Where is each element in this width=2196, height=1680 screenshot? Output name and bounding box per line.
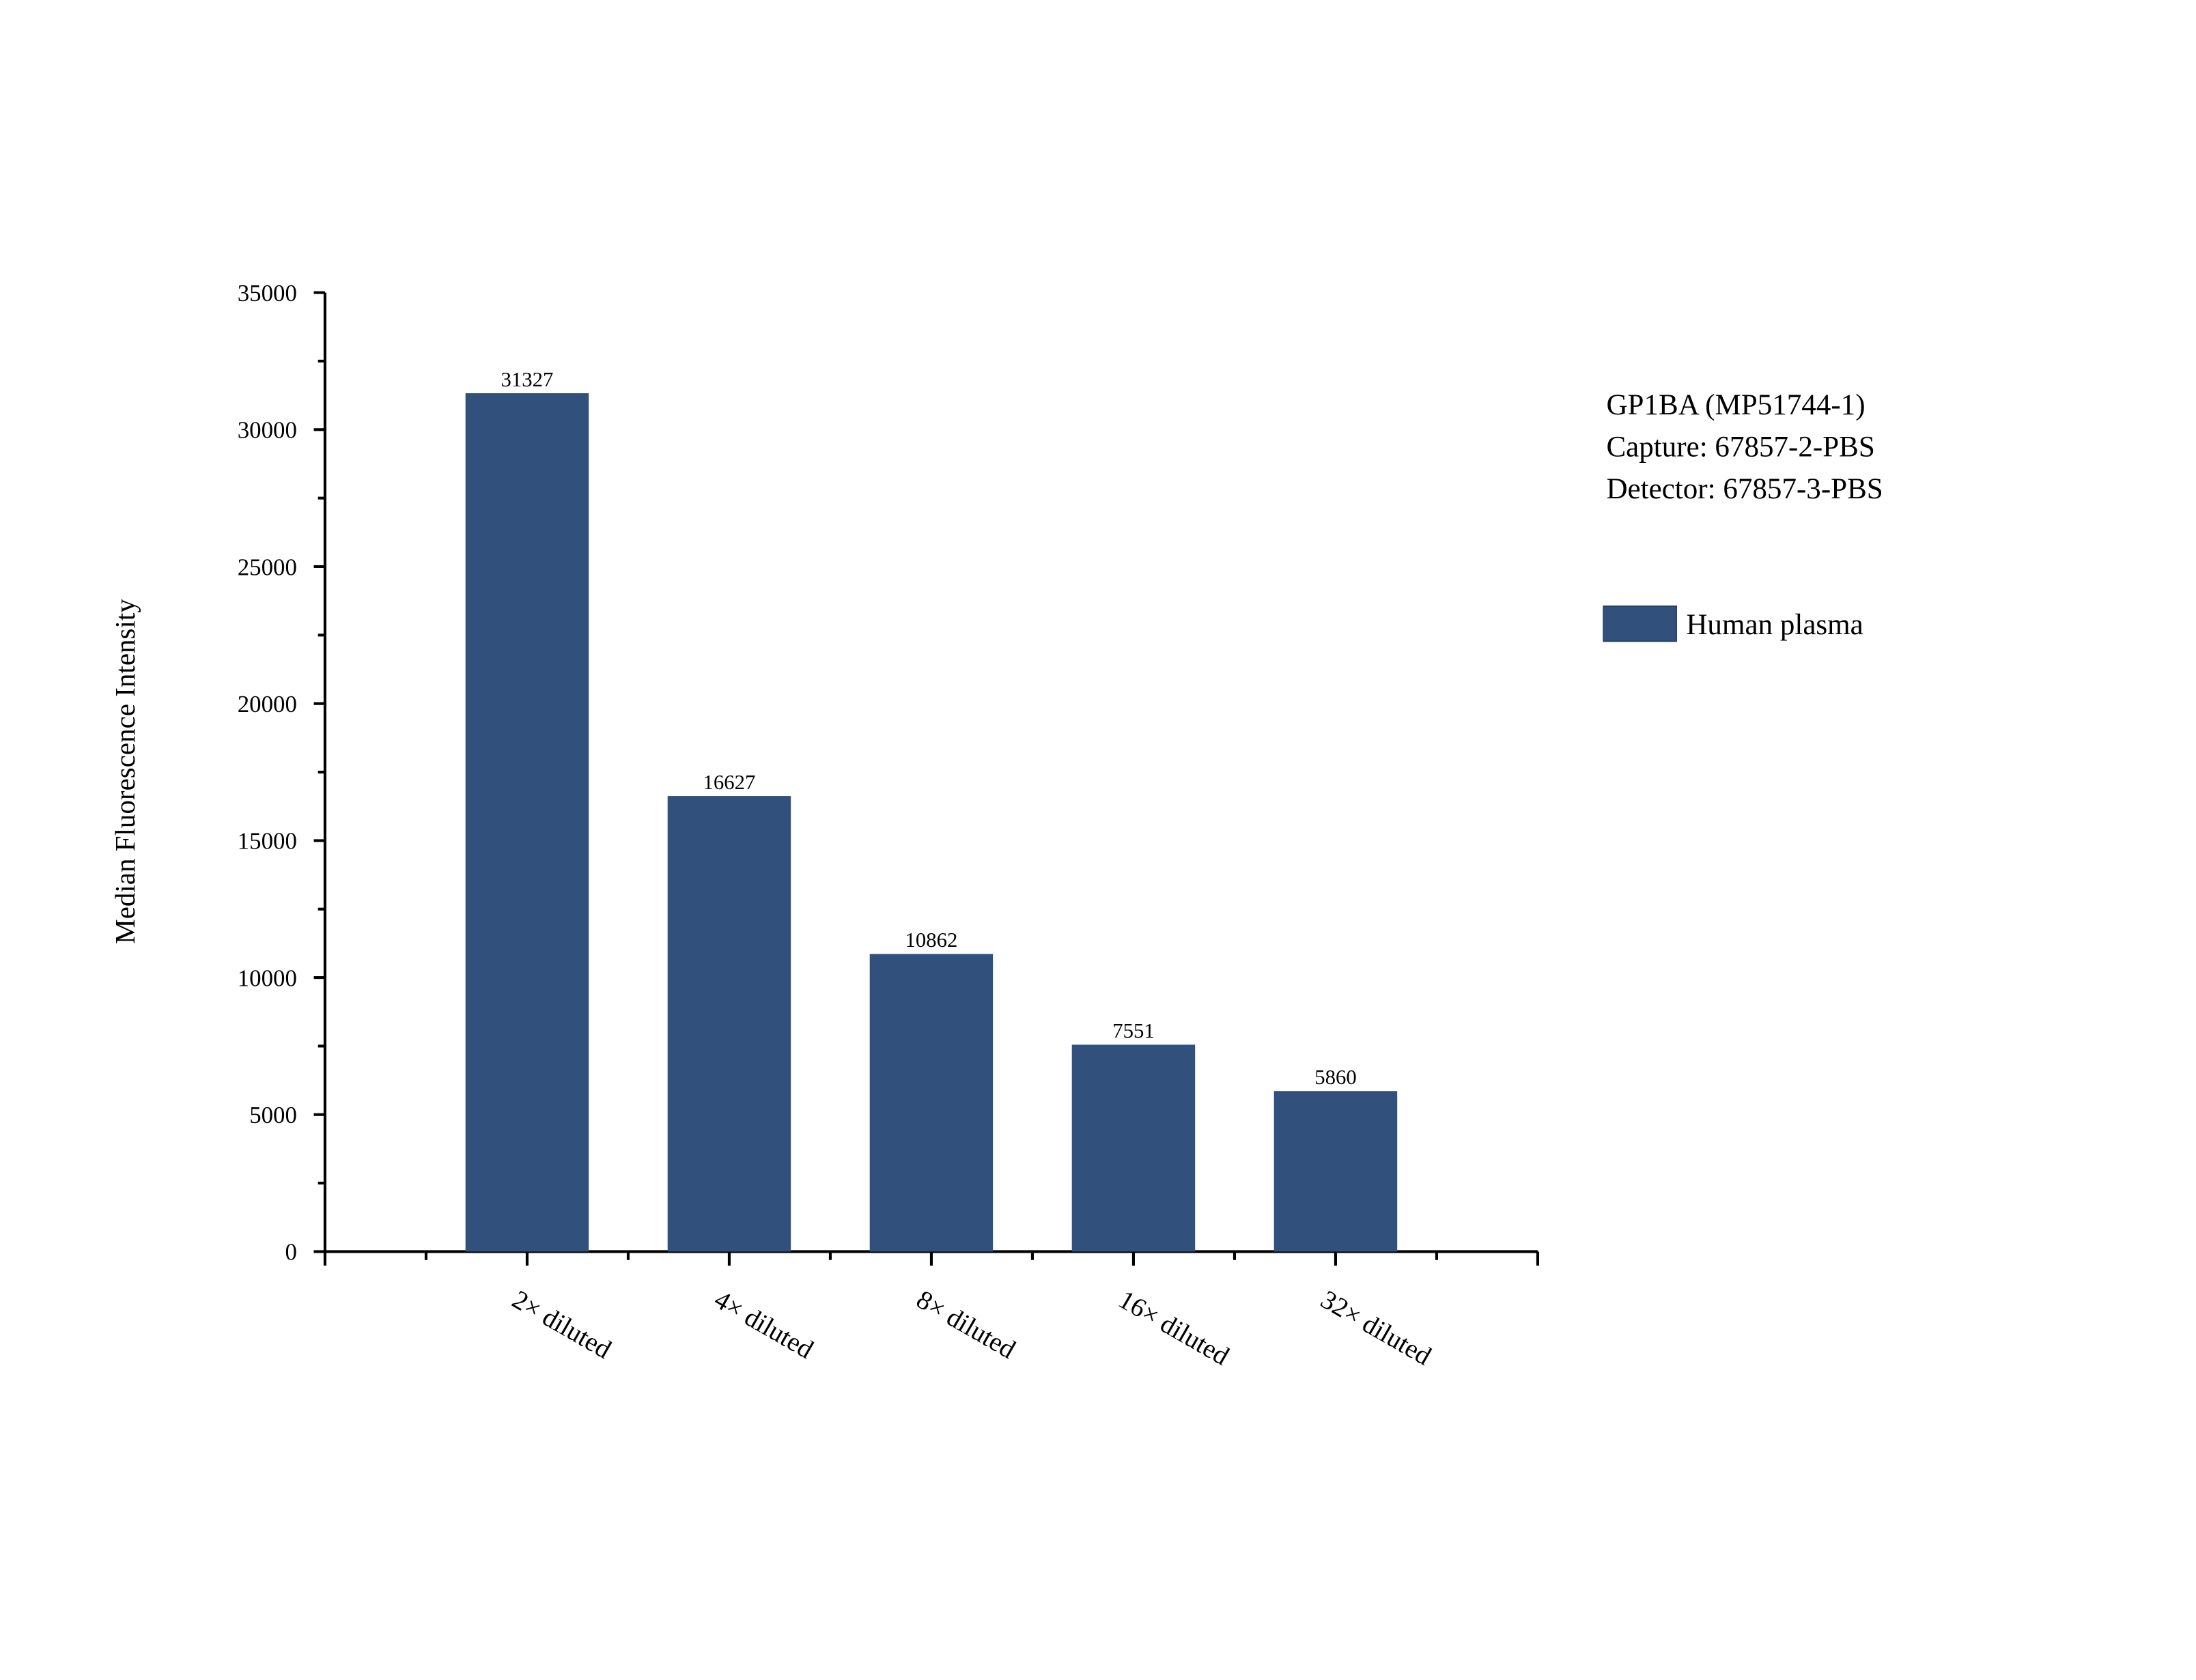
value-label: 16627 (703, 771, 756, 794)
y-tick-label: 10000 (238, 965, 297, 991)
y-tick-label: 20000 (238, 691, 297, 717)
y-tick-label: 5000 (249, 1102, 297, 1128)
x-tick-label: 4× diluted (709, 1285, 819, 1365)
y-axis-label: Median Fluorescence Intensity (109, 599, 141, 944)
y-tick-label: 30000 (238, 417, 297, 444)
annotation: Detector: 67857-3-PBS (1606, 473, 1883, 505)
bar (1071, 1044, 1196, 1252)
legend-swatch (1603, 605, 1678, 642)
value-label: 5860 (1314, 1066, 1357, 1089)
x-tick-label: 32× diluted (1316, 1285, 1436, 1371)
bar (667, 796, 791, 1252)
bar (869, 954, 994, 1252)
x-tick-label: 2× diluted (507, 1285, 617, 1365)
y-tick-label: 25000 (238, 554, 297, 580)
x-tick-label: 16× diluted (1114, 1285, 1234, 1371)
value-label: 31327 (501, 368, 554, 391)
bar (1273, 1091, 1398, 1252)
value-label: 7551 (1112, 1019, 1154, 1042)
y-tick-label: 0 (285, 1239, 296, 1266)
y-tick-label: 15000 (238, 828, 297, 855)
bar (465, 393, 589, 1252)
annotation: Capture: 67857-2-PBS (1606, 431, 1874, 464)
y-tick-label: 35000 (238, 280, 297, 307)
value-label: 10862 (905, 928, 958, 952)
annotation: GP1BA (MP51744-1) (1606, 389, 1865, 421)
x-tick-label: 8× diluted (912, 1285, 1021, 1365)
legend-label: Human plasma (1686, 609, 1863, 641)
